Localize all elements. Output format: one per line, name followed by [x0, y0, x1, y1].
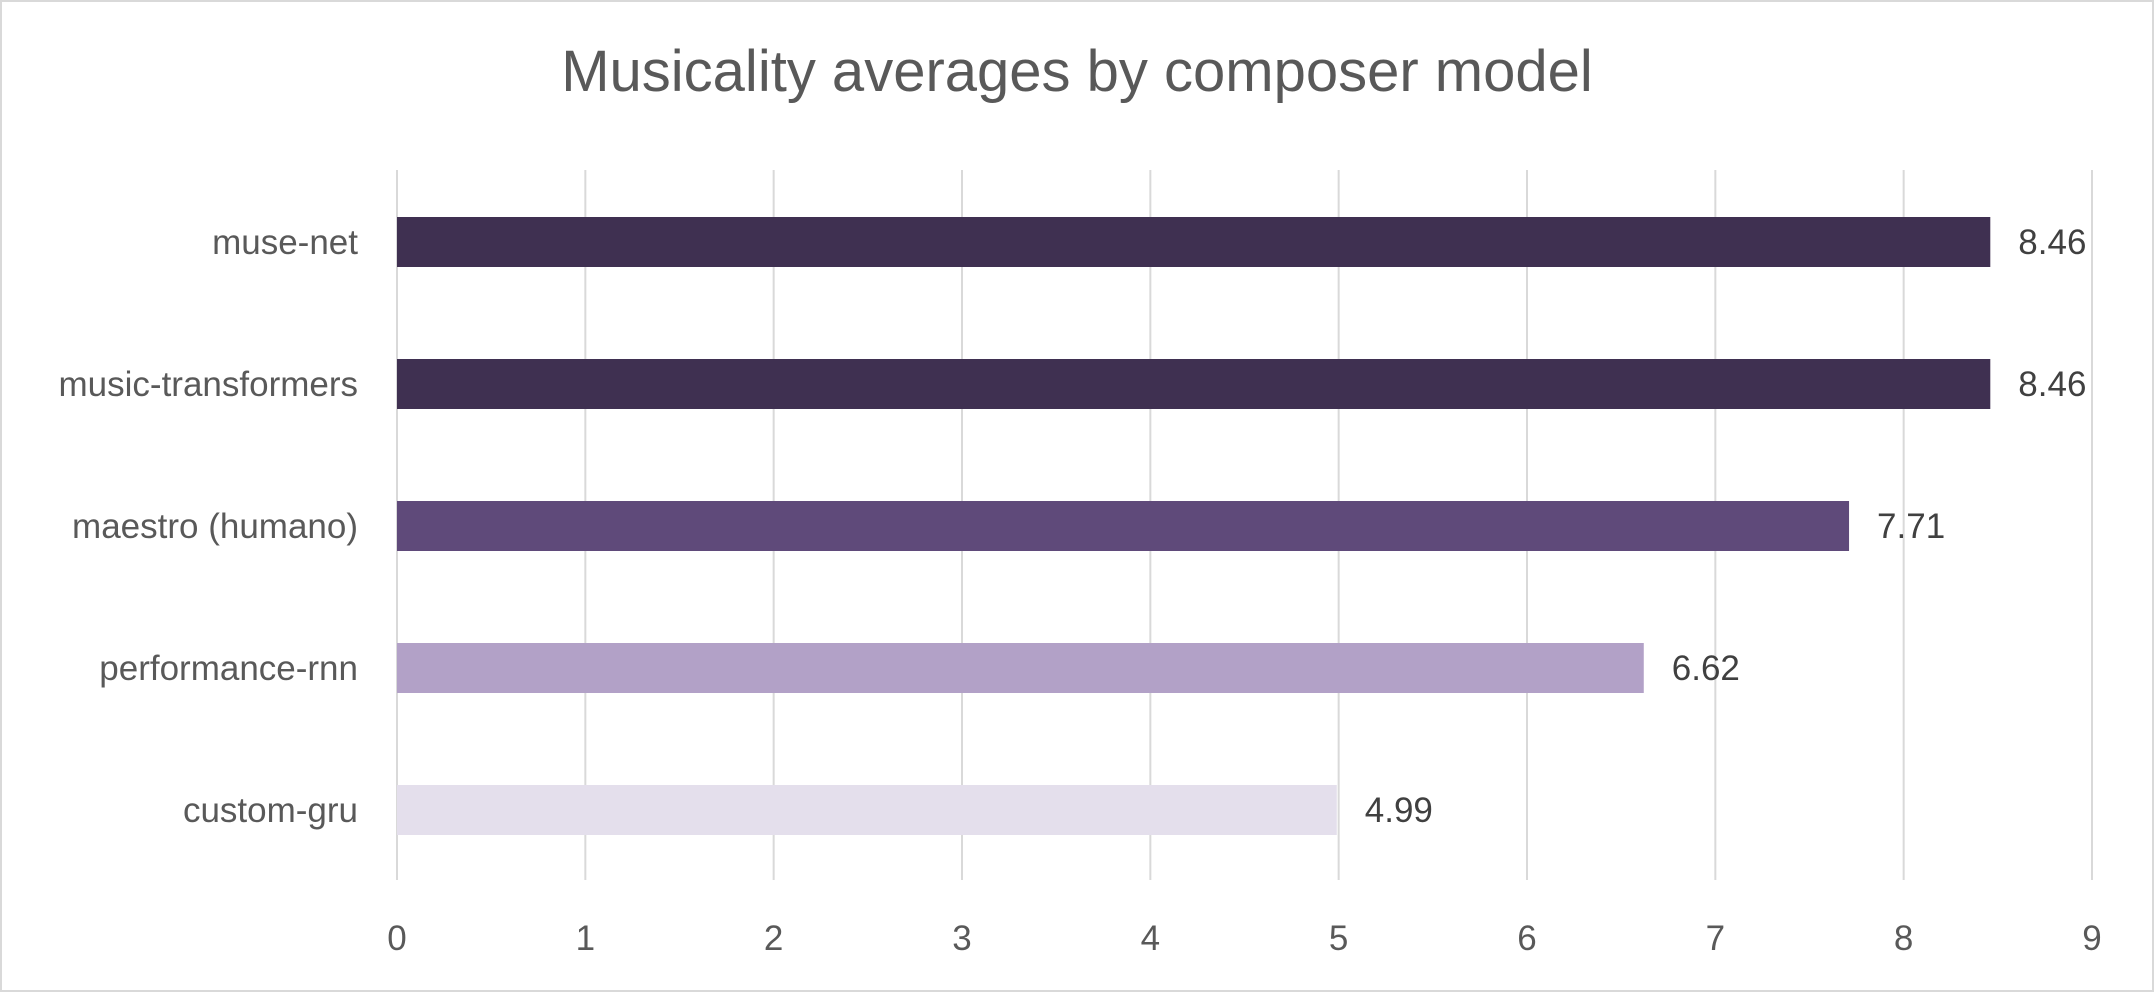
labels: 0 1 2 3 4 5 6 7 8 9 muse-net 8.46 music-transformers… [59, 223, 2102, 958]
bar [397, 217, 1991, 267]
category-label: performance-rnn [99, 649, 358, 688]
x-tick-label: 9 [2082, 919, 2101, 958]
data-label: 4.99 [1365, 791, 1433, 830]
category-label: maestro (humano) [72, 507, 358, 546]
bars [397, 217, 1991, 835]
x-tick-label: 8 [1894, 919, 1913, 958]
bar [397, 643, 1644, 693]
category-label: music-transformers [59, 365, 358, 404]
x-tick-label: 4 [1141, 919, 1160, 958]
data-label: 8.46 [2018, 223, 2086, 262]
x-tick-label: 5 [1329, 919, 1348, 958]
bar [397, 359, 1991, 409]
chart-title: Musicality averages by composer model [561, 39, 1593, 104]
bar [397, 785, 1337, 835]
data-label: 8.46 [2018, 365, 2086, 404]
data-label: 7.71 [1877, 507, 1945, 546]
x-tick-label: 2 [764, 919, 783, 958]
x-tick-label: 0 [387, 919, 406, 958]
x-tick-label: 6 [1517, 919, 1536, 958]
x-tick-label: 3 [952, 919, 971, 958]
x-tick-label: 1 [576, 919, 595, 958]
bar [397, 501, 1850, 551]
category-label: custom-gru [183, 791, 358, 830]
x-tick-label: 7 [1706, 919, 1725, 958]
data-label: 6.62 [1672, 649, 1740, 688]
category-label: muse-net [212, 223, 358, 262]
